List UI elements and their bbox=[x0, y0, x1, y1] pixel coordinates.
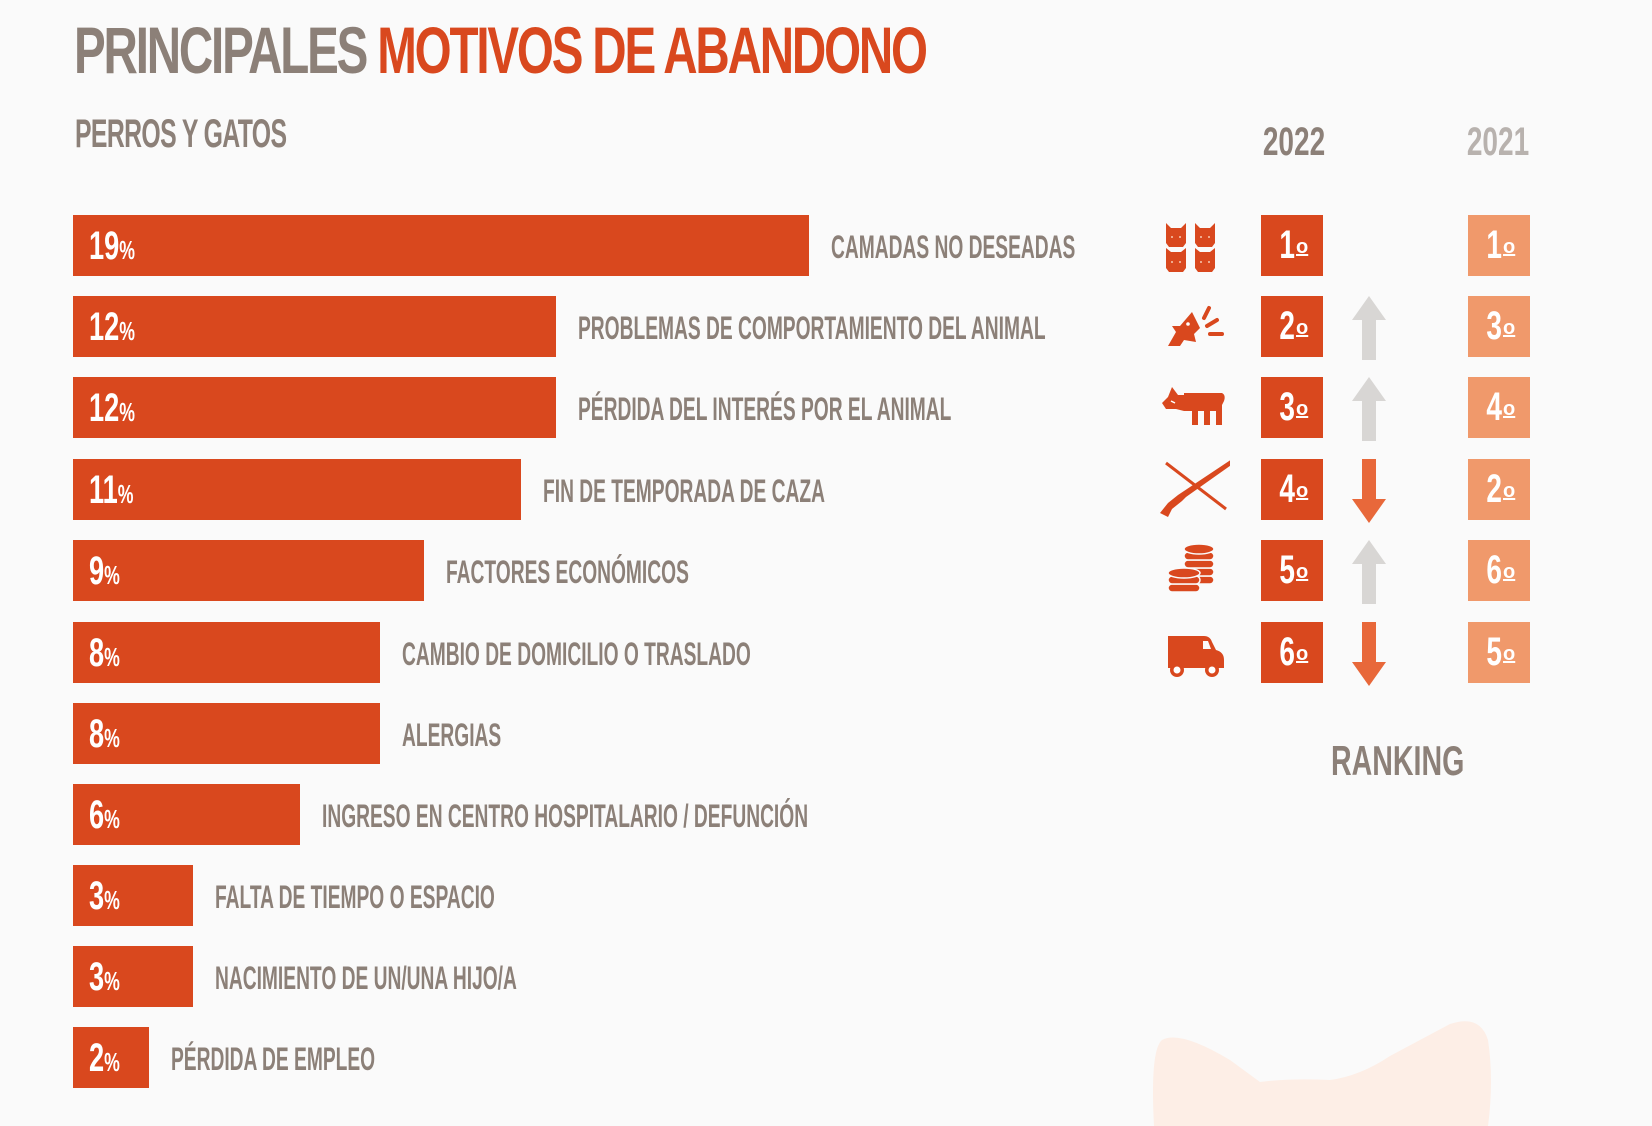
page-title: PRINCIPALES MOTIVOS DE ABANDONO bbox=[74, 12, 928, 88]
chart-row: 6% INGRESO EN CENTRO HOSPITALARIO / DEFU… bbox=[0, 784, 1652, 845]
arrow-up-icon bbox=[1352, 377, 1386, 441]
reason-label: INGRESO EN CENTRO HOSPITALARIO / DEFUNCI… bbox=[322, 798, 809, 834]
ranking-label: RANKING bbox=[1331, 737, 1465, 784]
percent-value: 6% bbox=[89, 793, 120, 837]
arrow-up-icon bbox=[1352, 540, 1386, 604]
year-header-2021: 2021 bbox=[1466, 120, 1530, 164]
title-part-orange: MOTIVOS DE ABANDONO bbox=[377, 13, 928, 87]
bar: 3% bbox=[73, 865, 193, 926]
bar: 8% bbox=[73, 622, 380, 683]
reason-label: NACIMIENTO DE UN/UNA HIJO/A bbox=[215, 960, 517, 996]
percent-value: 12% bbox=[89, 305, 135, 349]
chart-row: 2% PÉRDIDA DE EMPLEO bbox=[0, 1027, 1652, 1088]
bar: 3% bbox=[73, 946, 193, 1007]
cat-ears-decoration-icon bbox=[1153, 1021, 1491, 1126]
reason-label: FIN DE TEMPORADA DE CAZA bbox=[543, 473, 825, 509]
reason-label: PÉRDIDA DEL INTERÉS POR EL ANIMAL bbox=[578, 391, 952, 427]
shotgun-icon bbox=[1160, 460, 1230, 517]
reason-label: FALTA DE TIEMPO O ESPACIO bbox=[215, 879, 495, 915]
percent-value: 8% bbox=[89, 631, 120, 675]
truck-icon bbox=[1168, 636, 1224, 677]
bar: 19% bbox=[73, 215, 809, 276]
arrow-up-icon bbox=[1352, 296, 1386, 360]
chart-row: 3% NACIMIENTO DE UN/UNA HIJO/A bbox=[0, 946, 1652, 1007]
barking-dog-icon bbox=[1168, 306, 1224, 346]
bar: 8% bbox=[73, 703, 380, 764]
reason-label: PROBLEMAS DE COMPORTAMIENTO DEL ANIMAL bbox=[578, 310, 1046, 346]
percent-value: 2% bbox=[89, 1036, 120, 1080]
percent-value: 12% bbox=[89, 386, 135, 430]
bar: 2% bbox=[73, 1027, 149, 1088]
percent-value: 9% bbox=[89, 549, 120, 593]
bar: 12% bbox=[73, 296, 556, 357]
percent-value: 3% bbox=[89, 955, 120, 999]
bar: 12% bbox=[73, 377, 556, 438]
reason-label: CAMADAS NO DESEADAS bbox=[831, 229, 1076, 265]
arrow-down-icon bbox=[1352, 459, 1386, 523]
arrow-down-icon bbox=[1352, 622, 1386, 686]
reason-label: PÉRDIDA DE EMPLEO bbox=[171, 1041, 376, 1077]
subtitle: PERROS Y GATOS bbox=[75, 112, 287, 156]
coins-icon bbox=[1167, 543, 1215, 593]
chart-row: 8% ALERGIAS bbox=[0, 703, 1652, 764]
chart-row: 3% FALTA DE TIEMPO O ESPACIO bbox=[0, 865, 1652, 926]
chart-row: 12% PROBLEMAS DE COMPORTAMIENTO DEL ANIM… bbox=[0, 296, 1652, 360]
percent-value: 19% bbox=[89, 224, 135, 268]
bar: 6% bbox=[73, 784, 300, 845]
year-header-2022: 2022 bbox=[1262, 120, 1326, 164]
bar: 9% bbox=[73, 540, 424, 601]
reason-label: ALERGIAS bbox=[402, 717, 502, 753]
reason-label: CAMBIO DE DOMICILIO O TRASLADO bbox=[402, 636, 751, 672]
percent-value: 11% bbox=[89, 468, 134, 512]
title-part-gray: PRINCIPALES bbox=[74, 13, 368, 87]
dog-icon bbox=[1162, 387, 1225, 425]
percent-value: 8% bbox=[89, 712, 120, 756]
kittens-icon bbox=[1166, 223, 1215, 272]
bar: 11% bbox=[73, 459, 521, 520]
reason-label: FACTORES ECONÓMICOS bbox=[446, 554, 689, 590]
percent-value: 3% bbox=[89, 874, 120, 918]
